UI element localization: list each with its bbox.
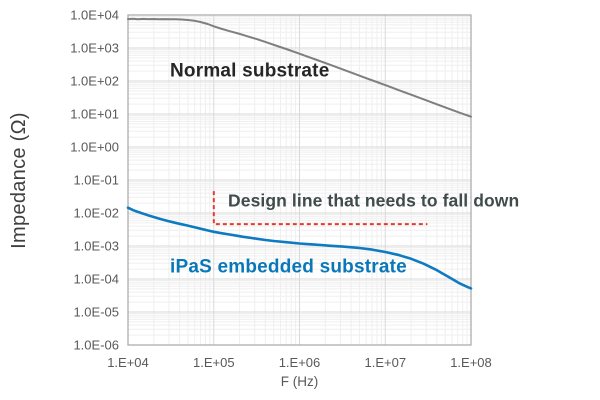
annotation-ipas-substrate: iPaS embedded substrate xyxy=(170,256,407,278)
y-tick-label: 1.0E+02 xyxy=(70,74,119,89)
y-tick-label: 1.0E-02 xyxy=(73,206,119,221)
annotation-normal-substrate: Normal substrate xyxy=(170,60,330,82)
design-line xyxy=(212,191,428,226)
plot-border xyxy=(127,14,472,346)
y-tick-label: 1.0E-03 xyxy=(73,239,119,254)
y-tick-label: 1.0E+04 xyxy=(70,8,119,23)
x-tick-label: 1.E+04 xyxy=(107,355,149,370)
gridlines-major xyxy=(128,15,471,345)
y-tick-label: 1.0E-01 xyxy=(73,173,119,188)
y-tick-label: 1.0E+01 xyxy=(70,107,119,122)
y-axis-title-text: Impedance (Ω) xyxy=(7,111,30,249)
y-tick-label: 1.0E-06 xyxy=(73,338,119,353)
tick-labels: 1.E+04 1.E+05 1.E+06 1.E+07 1.E+08 1.0E+04 1.0… xyxy=(70,8,492,371)
y-tick-label: 1.0E+03 xyxy=(70,41,119,56)
annotation-design-line: Design line that needs to fall down xyxy=(228,190,520,211)
x-tick-label: 1.E+08 xyxy=(450,355,492,370)
series-normal-substrate xyxy=(127,17,472,118)
series-ipas-embedded-substrate xyxy=(126,206,473,290)
x-tick-label: 1.E+05 xyxy=(193,355,235,370)
x-axis-title: F (Hz) xyxy=(280,374,319,389)
y-tick-label: 1.0E-04 xyxy=(73,272,119,287)
y-tick-label: 1.0E+00 xyxy=(70,140,119,155)
x-tick-label: 1.E+06 xyxy=(279,355,321,370)
x-tick-label: 1.E+07 xyxy=(365,355,407,370)
y-axis-title: Impedance (Ω) xyxy=(0,15,38,345)
y-tick-label: 1.0E-05 xyxy=(73,305,119,320)
